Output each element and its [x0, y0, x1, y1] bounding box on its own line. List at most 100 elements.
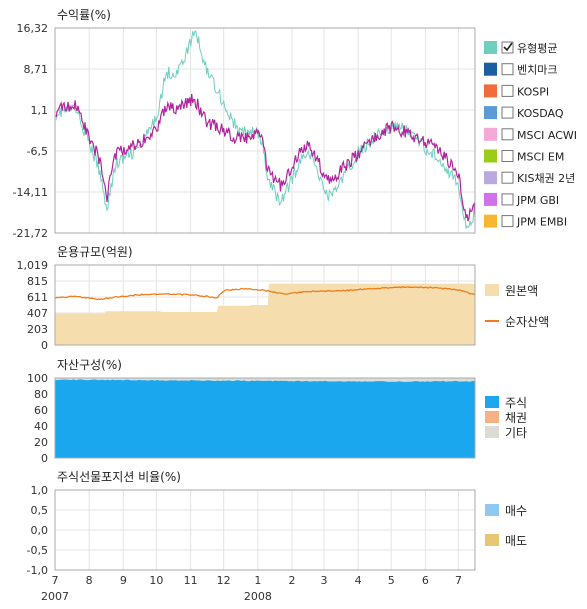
y-tick-label: -21,72 [13, 227, 48, 240]
legend-label: 매수 [505, 504, 527, 518]
y-tick-label: 16,32 [17, 22, 49, 35]
legend-item: 매도 [485, 534, 527, 548]
legend-swatch [484, 171, 497, 185]
y-tick-label: 0,0 [31, 524, 49, 537]
y-tick-label: 0,5 [31, 504, 49, 517]
y-tick-label: 815 [27, 275, 48, 288]
y-tick-label: -6,5 [27, 145, 48, 158]
legend-checkbox [501, 63, 514, 76]
legend-swatch [484, 84, 497, 98]
y-tick-label: 1,0 [31, 484, 49, 497]
plot-border [54, 27, 476, 234]
legend-label: KIS채권 2년 [517, 172, 575, 185]
series-line [55, 93, 476, 222]
legend-item: 기타 [485, 426, 527, 440]
x-tick-label: 4 [355, 574, 362, 587]
y-tick-label: 60 [34, 404, 48, 417]
legend-label: 순자산액 [505, 315, 549, 329]
legend-label: 주식 [505, 396, 527, 410]
legend-checkbox [501, 193, 514, 206]
legend-swatch [485, 284, 499, 296]
x-tick-label: 7 [455, 574, 462, 587]
legend-label: 유형평균 [517, 42, 557, 55]
x-tick-label: 12 [217, 574, 231, 587]
legend-item: KOSPI [484, 84, 549, 98]
legend-swatch [484, 41, 497, 54]
y-tick-label: 0 [41, 452, 48, 465]
legend-checkbox [501, 128, 514, 141]
legend-item: MSCI EM [484, 149, 564, 164]
panel-title: 주식선물포지션 비율(%) [57, 470, 181, 484]
legend-item: 원본액 [485, 284, 538, 298]
y-tick-label: 1,1 [31, 104, 49, 117]
x-tick-label: 8 [86, 574, 93, 587]
legend-label: 원본액 [505, 284, 538, 298]
legend-item: 매수 [485, 504, 527, 518]
y-tick-label: 0 [41, 339, 48, 352]
y-tick-label: 20 [34, 436, 48, 449]
legend-item: 순자산액 [485, 315, 549, 329]
x-year-label: 2008 [244, 590, 272, 603]
legend-label: MSCI ACWI [517, 129, 577, 142]
x-tick-label: 3 [320, 574, 327, 587]
checkmark-icon [503, 42, 513, 52]
y-tick-label: -1,0 [27, 564, 48, 577]
legend-swatch [485, 534, 499, 546]
plot-border [54, 264, 476, 346]
legend-checkbox [501, 106, 514, 119]
panel-title: 수익률(%) [57, 8, 111, 22]
legend-swatch [485, 411, 499, 423]
legend-item: 벤치마크 [484, 62, 557, 77]
series-line [55, 30, 476, 229]
legend-checkbox [501, 171, 514, 184]
plot-border [54, 489, 476, 571]
other-area [55, 378, 475, 382]
y-tick-label: 8,71 [24, 63, 49, 76]
x-tick-label: 7 [52, 574, 59, 587]
legend-item: 주식 [485, 396, 527, 410]
y-tick-label: 100 [27, 372, 48, 385]
net-asset-line [54, 285, 476, 301]
y-tick-label: 203 [27, 323, 48, 336]
x-tick-label: 2 [289, 574, 296, 587]
x-tick-label: 6 [422, 574, 429, 587]
legend-item: JPM EMBI [484, 214, 567, 229]
legend-swatch [485, 504, 499, 516]
y-tick-label: 80 [34, 388, 48, 401]
x-tick-label: 5 [388, 574, 395, 587]
legend-swatch [485, 396, 499, 408]
legend-swatch [485, 426, 499, 438]
legend-item: 채권 [485, 411, 527, 425]
panel-title: 운용규모(억원) [57, 245, 133, 259]
legend-swatch [484, 127, 497, 141]
stock-area [55, 379, 475, 458]
legend-checkbox [501, 84, 514, 97]
legend-item: KIS채권 2년 [484, 171, 575, 185]
legend-item: KOSDAQ [484, 106, 564, 120]
legend-label: MSCI EM [517, 151, 564, 164]
legend-label: KOSPI [517, 85, 549, 98]
y-tick-label: 611 [27, 291, 48, 304]
legend-swatch [484, 106, 497, 120]
legend-checkbox [501, 150, 514, 162]
y-tick-label: -0,5 [27, 544, 48, 557]
legend-label: 채권 [505, 411, 527, 425]
legend-label: 기타 [505, 426, 527, 440]
legend-checkbox [501, 215, 514, 228]
y-tick-label: 407 [27, 307, 48, 320]
legend-item: MSCI ACWI [484, 127, 577, 142]
plot-border [54, 377, 476, 459]
legend-swatch [484, 62, 497, 76]
y-tick-label: -14,11 [13, 186, 48, 199]
legend-label: KOSDAQ [517, 107, 564, 120]
x-tick-label: 10 [149, 574, 163, 587]
legend-swatch [484, 214, 497, 228]
legend-label: JPM EMBI [516, 216, 567, 229]
principal-area [55, 283, 475, 345]
legend-item: JPM GBI [484, 192, 559, 207]
